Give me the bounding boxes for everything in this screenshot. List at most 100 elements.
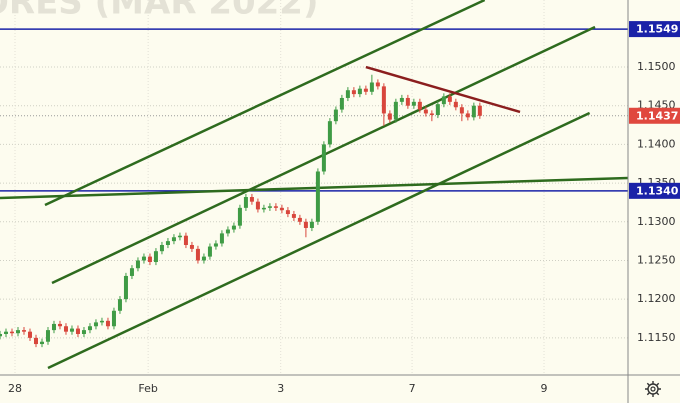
candle-body [363, 88, 368, 92]
y-tick-label: 1.1200 [637, 292, 676, 305]
candle-body [459, 107, 464, 114]
price-label: 1.1340 [636, 184, 679, 197]
trend-line [0, 176, 629, 200]
candle-body [405, 97, 410, 106]
candle-body [423, 109, 428, 114]
trend-line [44, 0, 486, 207]
candle-body [15, 330, 20, 334]
candle-body [225, 229, 230, 234]
candle-body [147, 256, 152, 263]
settings-icon[interactable] [645, 381, 661, 397]
candle-body [339, 97, 344, 110]
candle-body [345, 90, 350, 98]
candle-body [321, 144, 326, 172]
candle-body [117, 299, 122, 311]
candle-body [45, 330, 50, 342]
candle-body [231, 225, 236, 230]
candle-body [429, 113, 434, 115]
candle-body [129, 268, 134, 276]
candle-body [213, 243, 218, 247]
candle-body [99, 320, 104, 323]
candle-body [255, 201, 260, 210]
candle-body [27, 331, 32, 338]
candle-body [465, 113, 470, 118]
candle-body [9, 331, 14, 334]
candle-body [219, 233, 224, 244]
candle-body [69, 328, 74, 332]
y-tick-label: 1.1400 [637, 137, 676, 150]
candle-body [33, 337, 38, 345]
candle-body [159, 244, 164, 252]
candle-body [165, 241, 170, 245]
candle-body [399, 97, 404, 102]
candle-body [75, 328, 80, 334]
x-tick-label: 28 [8, 382, 22, 395]
candle-body [249, 197, 254, 202]
candle-body [21, 330, 26, 332]
candle-body [447, 96, 452, 102]
candle-body [267, 206, 272, 208]
price-label: 1.1549 [636, 23, 678, 36]
price-label: 1.1437 [636, 109, 678, 122]
candle-body [285, 210, 290, 215]
y-tick-label: 1.1250 [637, 253, 676, 266]
candle-body [153, 251, 158, 263]
price-label-box [629, 107, 680, 124]
y-tick-label: 1.1300 [637, 215, 676, 228]
candle-body [309, 221, 314, 228]
candle-body [3, 331, 8, 334]
candle-body [381, 86, 386, 114]
candle-body [303, 221, 308, 228]
candle-body [369, 82, 374, 92]
x-tick-label: 3 [277, 382, 284, 395]
candle-body [387, 113, 392, 120]
candle-body [441, 96, 446, 105]
candle-body [177, 235, 182, 238]
candle-body [453, 101, 458, 108]
candle-body [183, 235, 188, 245]
candle-body [195, 248, 200, 261]
candle-body [171, 237, 176, 242]
candle-body [135, 260, 140, 269]
y-tick-label: 1.1150 [637, 331, 676, 344]
candle-body [279, 207, 284, 211]
y-tick-label: 1.1500 [637, 60, 676, 73]
candle-body [375, 82, 380, 87]
x-tick-label: Feb [138, 382, 157, 395]
candle-body [111, 310, 116, 327]
candle-body [291, 214, 296, 218]
candle-body [333, 109, 338, 122]
candle-body [411, 101, 416, 106]
candle-body [51, 323, 56, 331]
candle-body [357, 88, 362, 95]
candle-body [315, 171, 320, 222]
candle-body [393, 101, 398, 120]
price-label-box [629, 182, 680, 199]
candle-body [351, 90, 356, 95]
watermark-title: ORES (MAR 2022) [0, 0, 319, 23]
candle-body [123, 275, 128, 300]
candle-body [237, 207, 242, 226]
candle-body [141, 256, 146, 261]
candle-body [201, 256, 206, 261]
candle-body [39, 341, 44, 345]
candle-body [63, 326, 68, 332]
candle-body [93, 322, 98, 327]
candle-body [327, 121, 332, 145]
candle-body [87, 326, 92, 331]
candle-body [435, 104, 440, 115]
candle-body [273, 206, 278, 208]
x-tick-label: 9 [541, 382, 548, 395]
trend-line [365, 65, 521, 114]
candle-body [417, 101, 422, 110]
x-tick-label: 7 [409, 382, 416, 395]
candle-body [189, 244, 194, 249]
candle-body [471, 105, 476, 118]
candle-body [261, 207, 266, 210]
candle-body [57, 323, 62, 327]
candle-body [477, 105, 482, 116]
candle-body [81, 330, 86, 334]
candle-body [297, 217, 302, 222]
candle-body [0, 333, 2, 337]
